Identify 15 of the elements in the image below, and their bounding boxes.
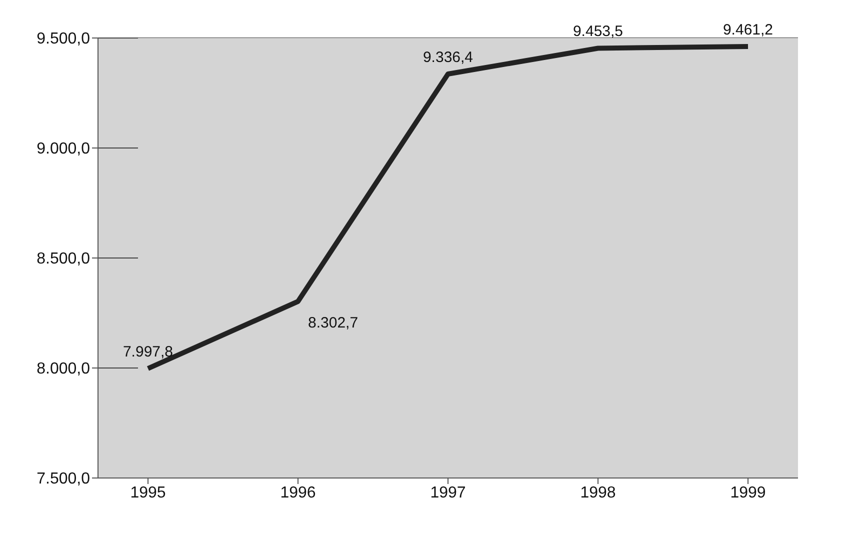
data-label: 9.461,2 bbox=[722, 22, 774, 39]
data-label: 8.302,7 bbox=[308, 314, 358, 332]
x-tick-label: 1996 bbox=[280, 484, 316, 502]
y-tick-label: 9.500,0 bbox=[36, 30, 90, 48]
y-tick-label: 9.000,0 bbox=[36, 140, 90, 158]
data-label: 9.453,5 bbox=[572, 23, 624, 40]
x-tick-label: 1995 bbox=[130, 484, 166, 502]
x-tick-label: 1997 bbox=[430, 484, 466, 502]
data-label: 7.997,8 bbox=[122, 343, 174, 360]
y-tick-label: 7.500,0 bbox=[36, 470, 90, 488]
y-tick-label: 8.500,0 bbox=[36, 250, 90, 268]
y-tick-label: 8.000,0 bbox=[36, 360, 90, 378]
x-tick-label: 1998 bbox=[580, 484, 616, 502]
x-tick-label: 1999 bbox=[730, 484, 766, 502]
data-label: 9.336,4 bbox=[422, 48, 474, 66]
